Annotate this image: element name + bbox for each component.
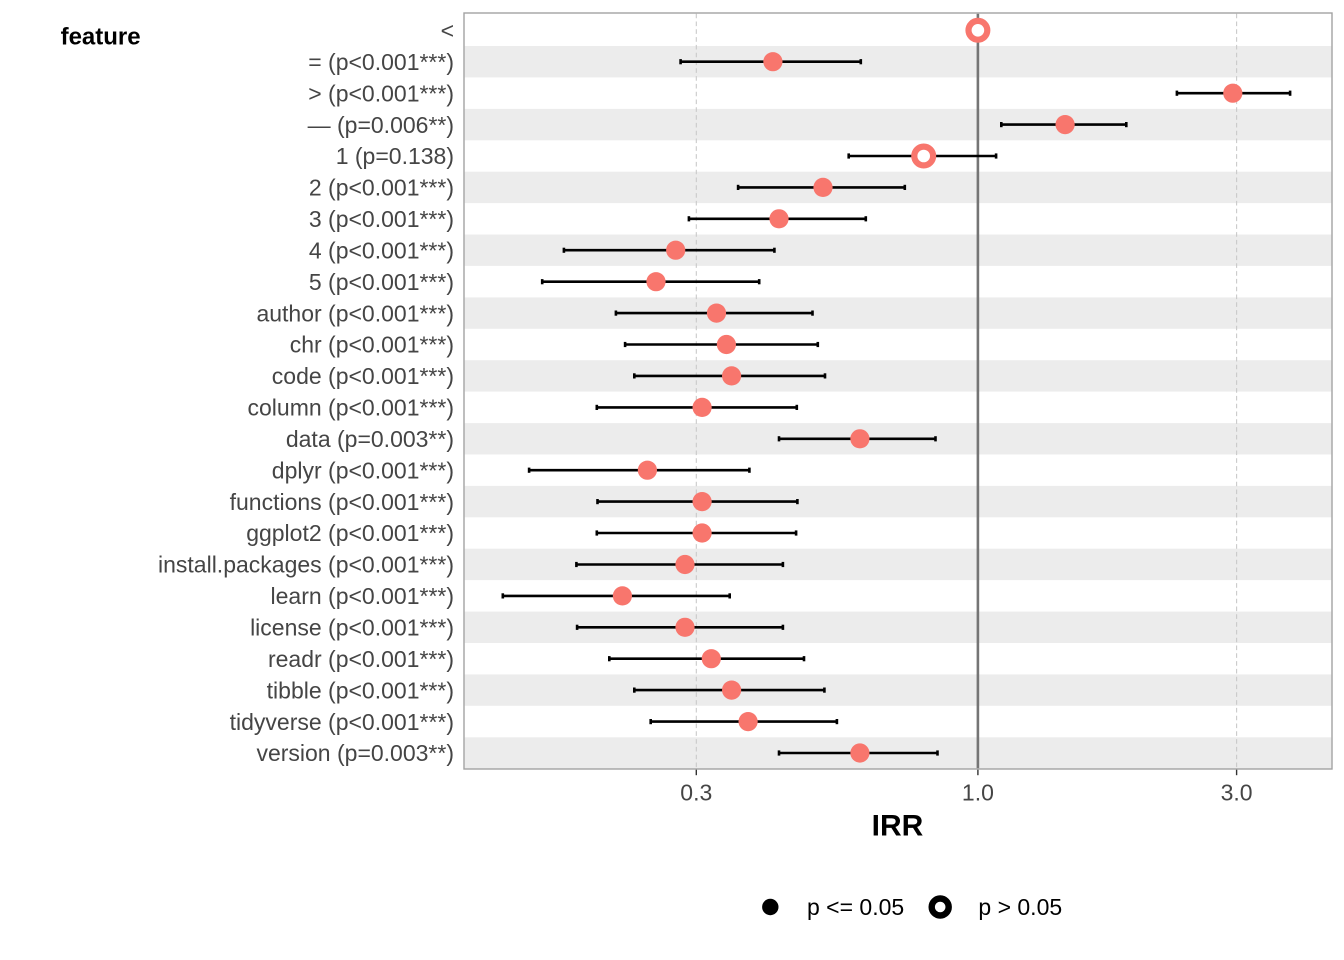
svg-text:1.0: 1.0: [962, 780, 994, 806]
svg-text:ggplot2 (p<0.001***): ggplot2 (p<0.001***): [246, 520, 454, 546]
svg-text:3 (p<0.001***): 3 (p<0.001***): [309, 206, 454, 232]
svg-text:= (p<0.001***): = (p<0.001***): [308, 49, 454, 75]
svg-text:p > 0.05: p > 0.05: [978, 894, 1062, 920]
svg-text:functions (p<0.001***): functions (p<0.001***): [230, 489, 454, 515]
svg-text:2 (p<0.001***): 2 (p<0.001***): [309, 175, 454, 201]
svg-text:version (p=0.003**): version (p=0.003**): [256, 740, 454, 766]
svg-text:author (p<0.001***): author (p<0.001***): [256, 300, 454, 326]
svg-text:tidyverse (p<0.001***): tidyverse (p<0.001***): [230, 709, 454, 735]
svg-text:feature: feature: [61, 24, 141, 51]
svg-text:4 (p<0.001***): 4 (p<0.001***): [309, 237, 454, 263]
svg-text:chr (p<0.001***): chr (p<0.001***): [290, 332, 454, 358]
svg-text:p <= 0.05: p <= 0.05: [807, 894, 904, 920]
svg-text:> (p<0.001***): > (p<0.001***): [308, 80, 454, 106]
svg-text:<: <: [441, 18, 454, 44]
svg-text:0.3: 0.3: [680, 780, 712, 806]
svg-text:learn (p<0.001***): learn (p<0.001***): [271, 583, 454, 609]
svg-text:dplyr (p<0.001***): dplyr (p<0.001***): [272, 457, 454, 483]
svg-text:code (p<0.001***): code (p<0.001***): [272, 363, 454, 389]
svg-text:column (p<0.001***): column (p<0.001***): [248, 395, 454, 421]
svg-text:data (p=0.003**): data (p=0.003**): [286, 426, 454, 452]
svg-text:license (p<0.001***): license (p<0.001***): [250, 615, 454, 641]
svg-text:tibble (p<0.001***): tibble (p<0.001***): [267, 677, 454, 703]
svg-text:3.0: 3.0: [1221, 780, 1253, 806]
svg-text:5 (p<0.001***): 5 (p<0.001***): [309, 269, 454, 295]
svg-text:— (p=0.006**): — (p=0.006**): [308, 112, 454, 138]
svg-text:1 (p=0.138): 1 (p=0.138): [336, 143, 454, 169]
svg-text:IRR: IRR: [872, 809, 924, 842]
svg-text:readr (p<0.001***): readr (p<0.001***): [268, 646, 454, 672]
svg-text:install.packages (p<0.001***): install.packages (p<0.001***): [158, 552, 454, 578]
